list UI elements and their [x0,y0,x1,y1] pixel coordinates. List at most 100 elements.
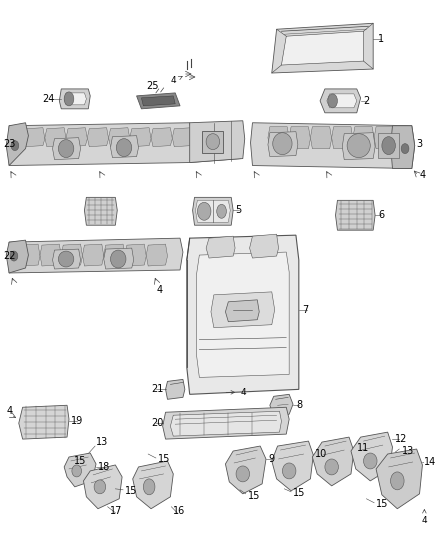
Ellipse shape [11,141,19,151]
Ellipse shape [391,472,404,490]
Text: 1: 1 [378,34,384,44]
Ellipse shape [64,92,74,106]
Polygon shape [327,94,357,108]
Polygon shape [53,249,81,269]
Text: 7: 7 [303,305,309,315]
Ellipse shape [58,251,74,267]
Ellipse shape [364,453,377,469]
Text: 4: 4 [157,285,163,295]
Text: 16: 16 [173,506,186,516]
Text: 19: 19 [71,416,83,426]
Text: 9: 9 [268,454,274,464]
Polygon shape [211,292,275,328]
Polygon shape [312,437,354,486]
Polygon shape [282,31,364,65]
Polygon shape [85,197,117,225]
Polygon shape [351,432,392,481]
Bar [378,133,399,158]
Polygon shape [125,244,146,266]
Polygon shape [40,244,61,266]
Text: 13: 13 [402,446,414,456]
Polygon shape [172,128,194,147]
Ellipse shape [94,480,106,494]
Text: 20: 20 [151,418,163,428]
Polygon shape [19,244,40,266]
Text: 4: 4 [226,388,247,397]
Polygon shape [104,244,125,266]
Text: 18: 18 [98,462,110,472]
Polygon shape [53,138,81,159]
Text: 3: 3 [417,139,423,149]
Polygon shape [270,394,293,416]
Polygon shape [250,234,279,258]
Ellipse shape [217,204,226,218]
Polygon shape [146,244,167,266]
Ellipse shape [347,134,370,158]
Ellipse shape [110,250,126,268]
Text: 2: 2 [364,96,370,106]
Polygon shape [137,93,180,109]
Text: 14: 14 [424,457,437,467]
Text: 4: 4 [421,510,427,525]
Polygon shape [110,136,138,158]
Text: 12: 12 [396,434,408,444]
Text: 15: 15 [247,491,260,501]
Polygon shape [9,238,183,273]
Polygon shape [226,446,266,494]
Polygon shape [332,127,353,149]
Polygon shape [130,128,151,147]
Text: 15: 15 [293,488,305,498]
Text: 4: 4 [420,171,426,181]
Polygon shape [289,127,311,149]
Text: 15: 15 [74,456,86,466]
Polygon shape [272,441,313,491]
Polygon shape [336,200,375,230]
Text: 6: 6 [378,210,384,220]
Polygon shape [268,127,289,149]
Polygon shape [6,240,28,273]
Ellipse shape [328,94,337,108]
Text: 17: 17 [110,506,122,516]
Text: 22: 22 [4,251,16,261]
Ellipse shape [273,133,292,155]
Polygon shape [195,200,230,222]
Polygon shape [197,252,289,377]
Polygon shape [251,123,415,168]
Polygon shape [45,128,66,147]
Polygon shape [104,248,134,269]
Ellipse shape [283,463,296,479]
Ellipse shape [382,136,396,155]
Ellipse shape [117,139,132,157]
Ellipse shape [401,144,409,154]
Polygon shape [87,128,109,147]
Polygon shape [170,411,282,436]
Ellipse shape [198,203,211,220]
Text: 15: 15 [125,486,138,496]
Polygon shape [311,127,332,149]
Polygon shape [6,123,28,166]
Ellipse shape [72,465,81,477]
Text: 11: 11 [357,443,369,453]
Polygon shape [193,197,233,225]
Polygon shape [376,449,422,508]
Text: 24: 24 [42,94,54,104]
Polygon shape [24,128,45,147]
Polygon shape [109,128,130,147]
Ellipse shape [206,134,219,150]
Text: 15: 15 [376,499,389,509]
Polygon shape [19,405,69,439]
Polygon shape [342,133,375,159]
Ellipse shape [143,479,155,495]
Polygon shape [64,93,86,105]
Polygon shape [133,461,173,508]
Polygon shape [166,379,185,399]
Polygon shape [61,244,82,266]
Text: 4: 4 [170,76,182,85]
Polygon shape [59,89,90,109]
Polygon shape [162,407,289,439]
Text: 13: 13 [96,437,108,447]
Polygon shape [226,300,259,322]
Polygon shape [190,121,245,163]
Polygon shape [9,123,241,166]
Polygon shape [84,465,122,508]
